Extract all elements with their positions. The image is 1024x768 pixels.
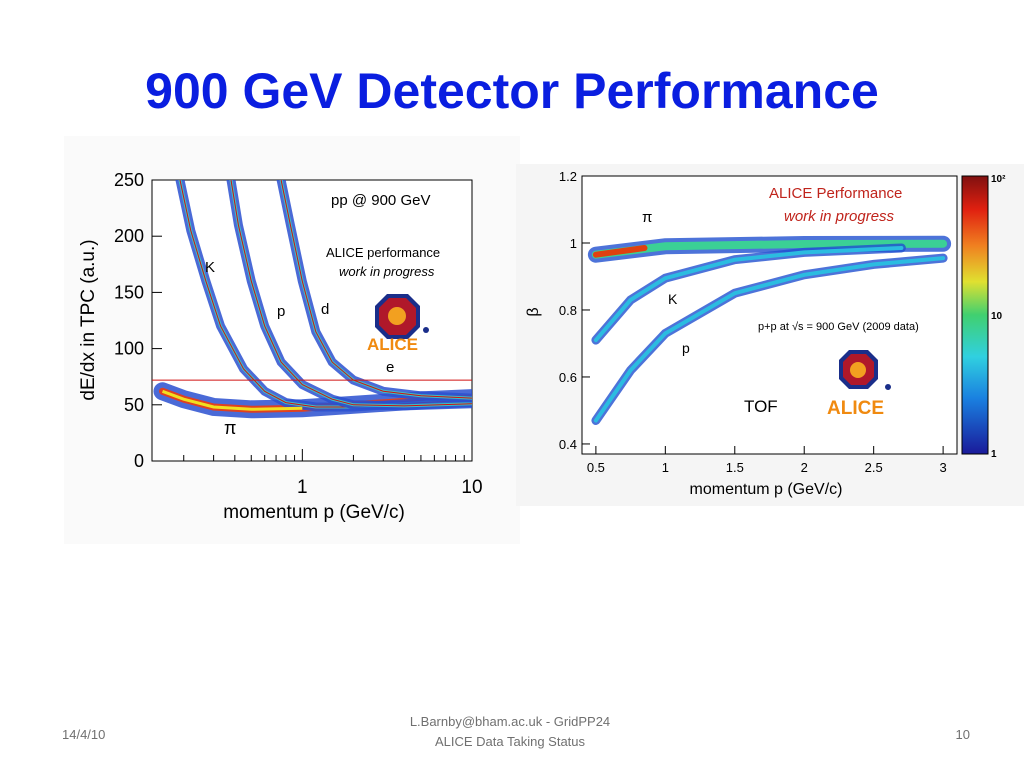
tof-beta-chart: 0.4 0.6 0.8 1 1.2 0.5 1 1.5 2 2.5 3 10² 10 1 π K p… bbox=[516, 164, 1024, 506]
page-number: 10 bbox=[955, 727, 970, 742]
annotation-collision: pp @ 900 GeV bbox=[331, 192, 430, 209]
y-axis-label: dE/dx in TPC (a.u.) bbox=[78, 239, 99, 400]
y-tick-label: 50 bbox=[124, 395, 144, 415]
performance-label: ALICE performance bbox=[326, 245, 440, 260]
x-tick-label: 2 bbox=[801, 460, 808, 475]
alice-logo-text: ALICE bbox=[827, 398, 884, 419]
label-kaon: K bbox=[668, 291, 678, 307]
label-pion: π bbox=[642, 209, 652, 226]
alice-logo: ALICE bbox=[367, 294, 429, 354]
footer-line-2: ALICE Data Taking Status bbox=[434, 734, 586, 749]
label-kaon: K bbox=[205, 259, 215, 276]
y-tick-label: 0.8 bbox=[559, 303, 577, 318]
y-tick-label: 0.4 bbox=[559, 437, 577, 452]
data-label: p+p at √s = 900 GeV (2009 data) bbox=[758, 321, 919, 333]
x-tick-label: 3 bbox=[939, 460, 946, 475]
tpc-dedx-plot: 0 50 100 150 200 250 1 10 K p d e π pp @ 900 Ge… bbox=[78, 170, 483, 523]
colorbar-tick-mid: 10 bbox=[991, 311, 1003, 322]
y-tick-label: 250 bbox=[114, 170, 144, 190]
x-axis-label: momentum p (GeV/c) bbox=[690, 481, 843, 498]
y-tick-label: 1 bbox=[570, 236, 577, 251]
y-tick-label: 1.2 bbox=[559, 169, 577, 184]
alice-logo: ALICE bbox=[827, 350, 891, 419]
y-tick-label: 150 bbox=[114, 282, 144, 302]
x-tick-label: 0.5 bbox=[587, 460, 605, 475]
x-axis-label: momentum p (GeV/c) bbox=[223, 502, 405, 523]
y-tick-label: 200 bbox=[114, 226, 144, 246]
label-pion: π bbox=[224, 418, 236, 438]
y-tick-label: 0.6 bbox=[559, 370, 577, 385]
performance-label: ALICE Performance bbox=[769, 185, 902, 202]
footer-date: 14/4/10 bbox=[62, 727, 106, 742]
footer-line-1: L.Barnby@bham.ac.uk - GridPP24 bbox=[409, 714, 611, 729]
label-proton: p bbox=[682, 340, 690, 356]
fit-curve-2 bbox=[230, 180, 472, 407]
colorbar-tick-max: 10² bbox=[991, 174, 1006, 185]
x-tick-label: 1 bbox=[297, 477, 308, 498]
y-tick-label: 0 bbox=[134, 451, 144, 471]
x-tick-label: 10 bbox=[461, 477, 482, 498]
footer-author: L.Barnby@bham.ac.uk - GridPP24 ALICE Dat… bbox=[340, 712, 680, 752]
band-1-core bbox=[593, 246, 904, 343]
fit-curve-3 bbox=[280, 180, 472, 399]
label-proton: p bbox=[277, 303, 285, 320]
y-tick-label: 100 bbox=[114, 339, 144, 359]
alice-logo-text: ALICE bbox=[367, 335, 418, 354]
label-deuteron: d bbox=[321, 301, 329, 318]
tpc-dedx-chart: 0 50 100 150 200 250 1 10 K p d e π pp @ 900 Ge… bbox=[64, 136, 520, 544]
tof-beta-plot: 0.4 0.6 0.8 1 1.2 0.5 1 1.5 2 2.5 3 10² 10 1 π K p… bbox=[525, 169, 1006, 498]
pion-band-peak bbox=[592, 245, 648, 258]
y-axis-label: β bbox=[525, 307, 542, 316]
x-tick-label: 2.5 bbox=[865, 460, 883, 475]
slide-title: 900 GeV Detector Performance bbox=[145, 63, 879, 119]
x-tick-label: 1.5 bbox=[726, 460, 744, 475]
colorbar-tick-min: 1 bbox=[991, 449, 997, 460]
status-label: work in progress bbox=[339, 264, 435, 279]
colorbar bbox=[961, 175, 989, 455]
pion-band-peak bbox=[161, 389, 303, 411]
band-2-core bbox=[593, 256, 946, 423]
label-electron: e bbox=[386, 359, 394, 376]
x-tick-label: 1 bbox=[662, 460, 669, 475]
status-label: work in progress bbox=[784, 208, 895, 225]
detector-label: TOF bbox=[744, 397, 778, 416]
